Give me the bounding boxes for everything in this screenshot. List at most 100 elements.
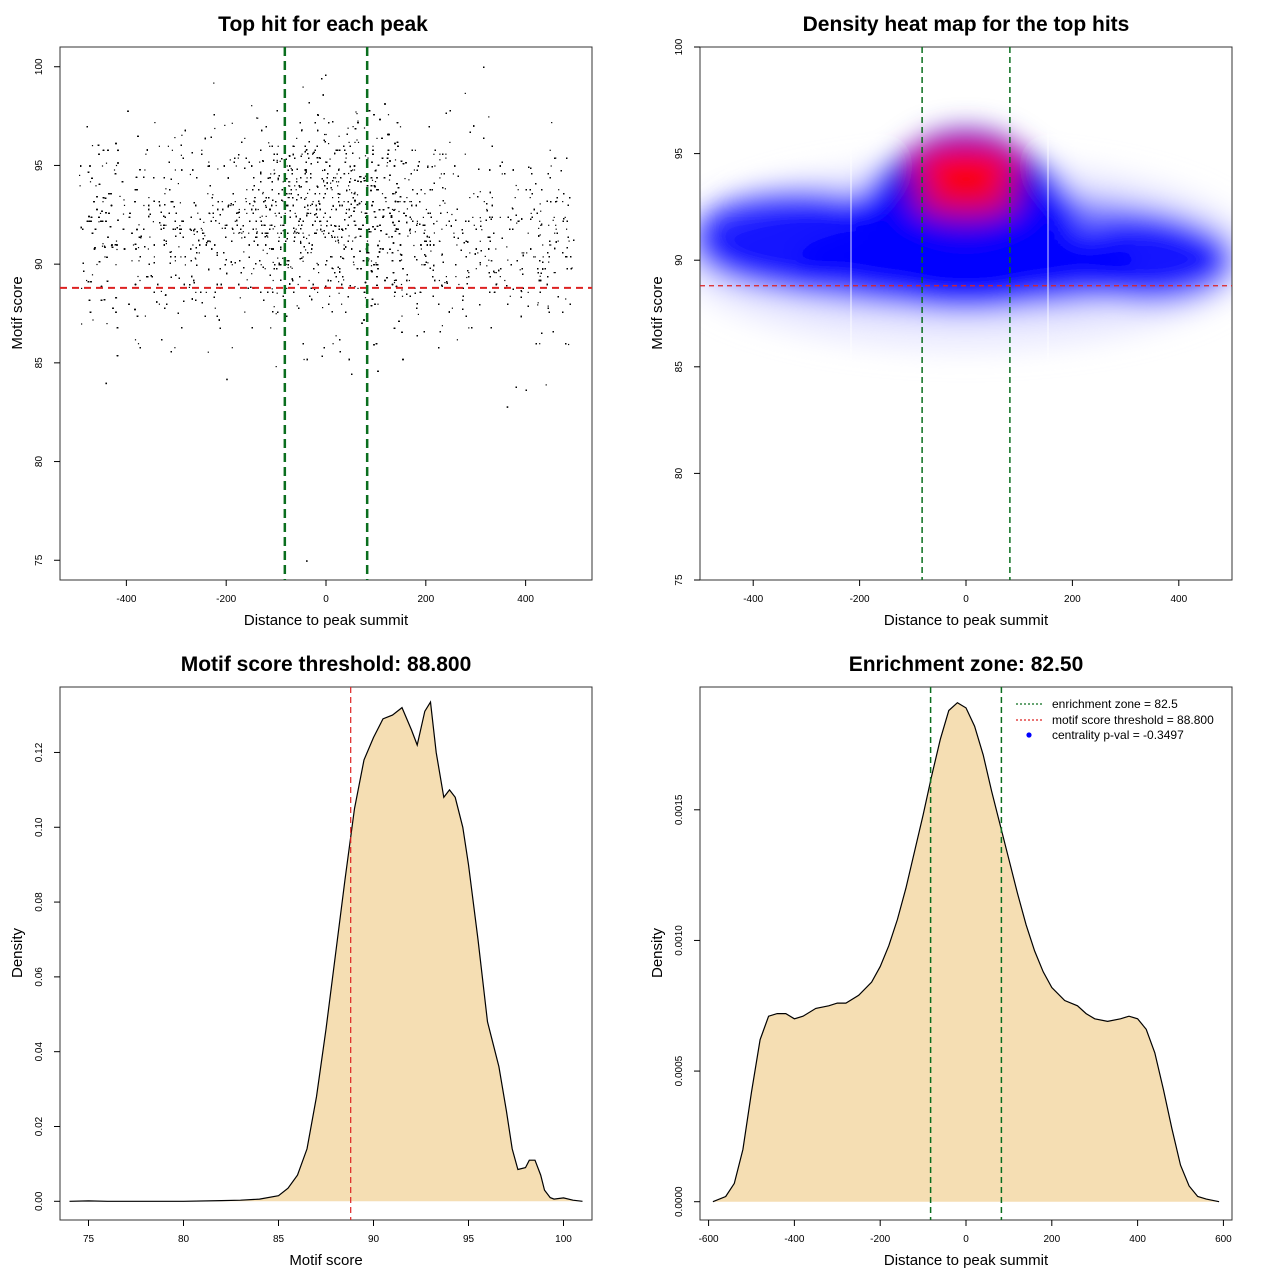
scatter-point — [296, 181, 298, 183]
scatter-point — [529, 197, 531, 199]
scatter-point — [387, 114, 390, 116]
scatter-point — [260, 264, 262, 266]
scatter-point — [256, 231, 258, 233]
scatter-point — [441, 254, 443, 256]
scatter-point — [348, 235, 350, 237]
scatter-point — [92, 319, 94, 321]
scatter-point — [388, 179, 391, 181]
scatter-point — [145, 153, 147, 155]
scatter-point — [181, 134, 183, 136]
scatter-point — [506, 246, 508, 248]
scatter-point — [338, 135, 340, 137]
scatter-point — [394, 159, 397, 161]
scatter-point — [241, 237, 243, 239]
panel1-title: Top hit for each peak — [218, 13, 428, 36]
scatter-point — [244, 311, 246, 313]
scatter-point — [302, 232, 304, 234]
scatter-point — [439, 204, 441, 207]
scatter-point — [184, 264, 186, 266]
scatter-point — [377, 303, 379, 305]
scatter-point — [555, 157, 557, 159]
scatter-point — [269, 224, 271, 226]
scatter-point — [231, 227, 233, 229]
scatter-point — [286, 165, 288, 167]
scatter-point — [278, 236, 280, 238]
scatter-point — [445, 276, 447, 278]
scatter-point — [296, 305, 298, 307]
scatter-point — [350, 178, 352, 180]
scatter-point — [290, 167, 292, 170]
scatter-point — [195, 258, 197, 260]
scatter-point — [499, 276, 501, 278]
scatter-point — [343, 258, 345, 260]
scatter-point — [446, 211, 448, 214]
scatter-point — [279, 160, 281, 162]
scatter-point — [265, 204, 267, 207]
scatter-point — [116, 248, 118, 251]
scatter-point — [138, 224, 140, 226]
scatter-point — [440, 173, 442, 175]
scatter-point — [332, 268, 334, 270]
scatter-point — [275, 313, 277, 315]
scatter-point — [310, 204, 312, 207]
scatter-point — [331, 189, 333, 191]
scatter-point — [352, 240, 354, 242]
scatter-point — [81, 287, 83, 289]
scatter-point — [205, 291, 207, 293]
scatter-point — [268, 177, 270, 179]
scatter-point — [91, 145, 94, 147]
scatter-point — [291, 267, 293, 269]
scatter-point — [456, 339, 458, 341]
scatter-point — [180, 256, 182, 258]
scatter-point — [352, 169, 354, 171]
scatter-point — [208, 240, 210, 242]
scatter-point — [115, 240, 118, 242]
scatter-point — [468, 272, 470, 274]
scatter-point — [293, 232, 295, 234]
scatter-point — [245, 201, 247, 203]
scatter-point — [259, 216, 261, 218]
scatter-point — [178, 246, 180, 248]
scatter-point — [355, 111, 357, 113]
scatter-point — [244, 137, 246, 139]
scatter-point — [354, 191, 356, 193]
scatter-point — [445, 224, 447, 226]
scatter-point — [309, 189, 311, 191]
scatter-points — [79, 66, 575, 562]
scatter-point — [230, 204, 232, 207]
scatter-point — [394, 193, 396, 195]
scatter-point — [394, 208, 396, 211]
scatter-point — [507, 259, 509, 261]
scatter-point — [290, 266, 292, 268]
scatter-point — [480, 220, 482, 222]
scatter-point — [277, 257, 279, 259]
scatter-point — [325, 133, 327, 136]
scatter-point — [534, 256, 536, 258]
scatter-point — [295, 232, 297, 234]
scatter-point — [533, 256, 535, 258]
scatter-point — [144, 169, 146, 171]
scatter-point — [319, 193, 321, 195]
scatter-point — [521, 252, 523, 254]
scatter-point — [171, 149, 173, 151]
scatter-point — [555, 224, 557, 226]
scatter-point — [329, 295, 331, 297]
scatter-point — [564, 216, 566, 218]
scatter-point — [509, 295, 511, 297]
scatter-point — [439, 159, 441, 161]
scatter-point — [352, 261, 355, 263]
scatter-point — [452, 173, 454, 175]
scatter-point — [414, 149, 416, 151]
scatter-point — [110, 245, 113, 247]
scatter-point — [466, 276, 468, 279]
scatter-point — [106, 323, 108, 325]
scatter-point — [558, 189, 560, 191]
scatter-point — [251, 273, 253, 275]
scatter-point — [358, 157, 361, 159]
scatter-point — [479, 191, 481, 193]
scatter-point — [214, 127, 216, 130]
scatter-point — [407, 235, 409, 237]
scatter-point — [139, 279, 141, 282]
scatter-point — [273, 173, 275, 175]
scatter-point — [335, 240, 337, 242]
